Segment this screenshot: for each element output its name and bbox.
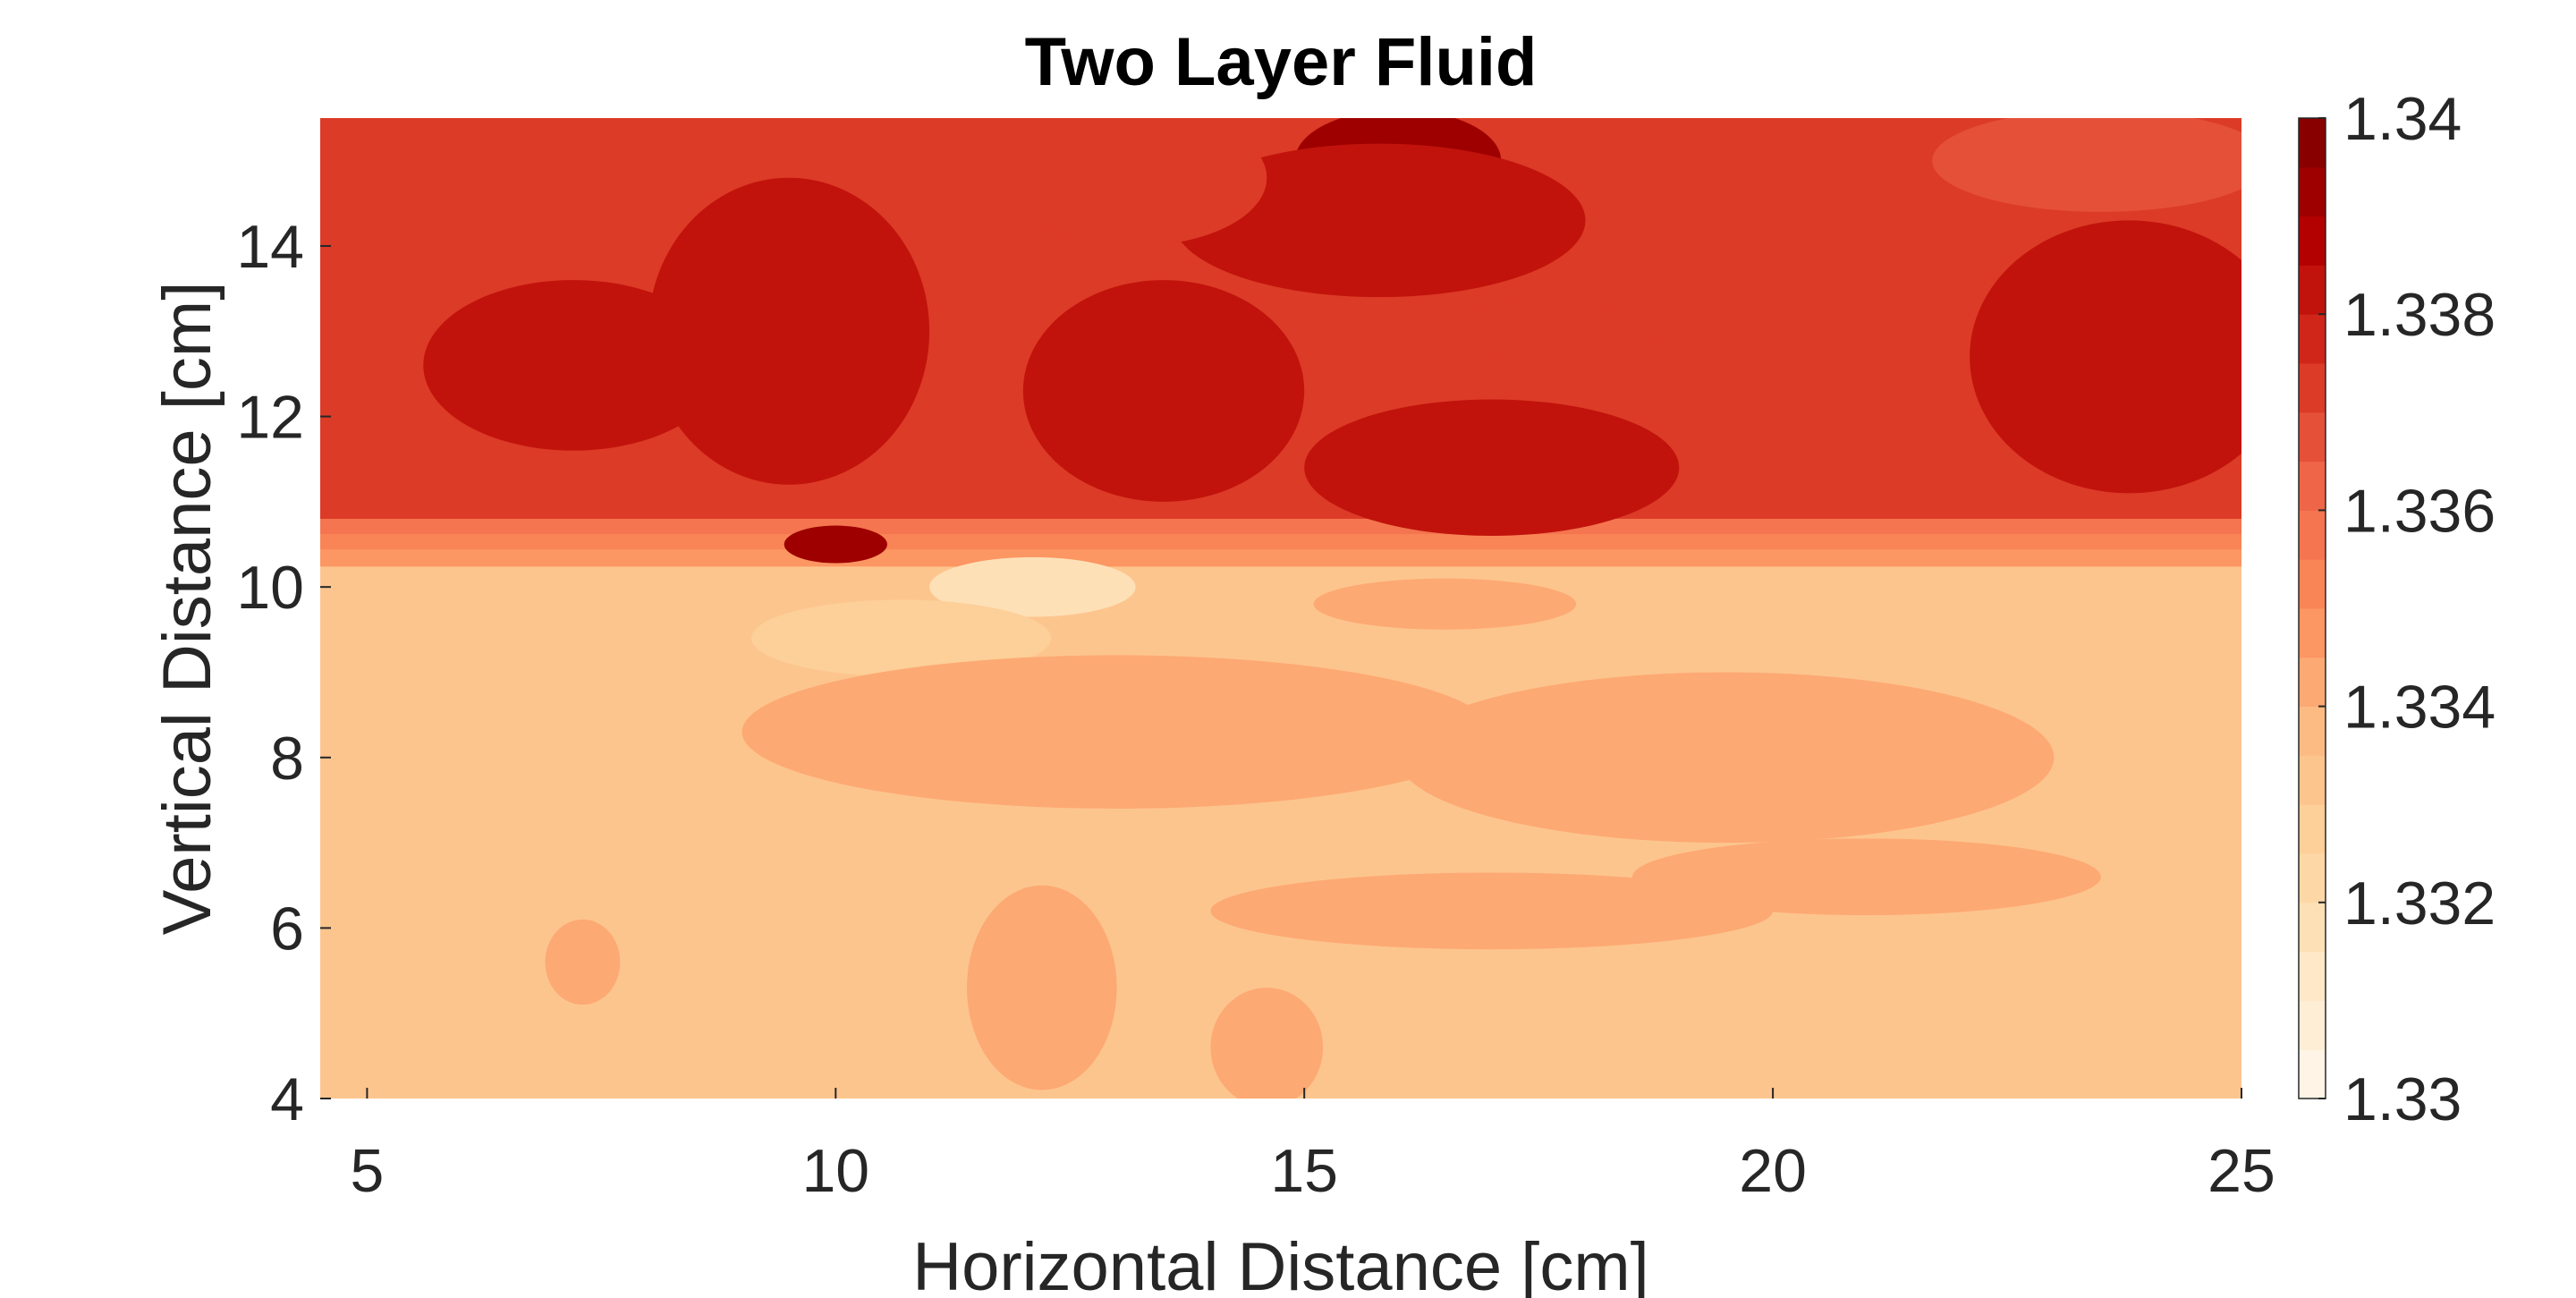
x-tick-label: 25	[2207, 1137, 2275, 1205]
contour-region	[1397, 672, 2055, 844]
colorbar-level	[2299, 706, 2326, 756]
colorbar-level	[2299, 265, 2326, 315]
colorbar-level	[2299, 461, 2326, 511]
x-tick-label: 15	[1270, 1137, 1338, 1205]
x-tick-label: 20	[1739, 1137, 1807, 1205]
colorbar-tick-label: 1.334	[2343, 674, 2496, 742]
colorbar-level	[2299, 363, 2326, 413]
x-axis-ticks: 5 10 15 20 25	[350, 1088, 2275, 1205]
colorbar-level	[2299, 804, 2326, 854]
contour-region	[545, 919, 621, 1005]
colorbar-level	[2299, 951, 2326, 1001]
contour-region	[423, 280, 724, 451]
colorbar-level	[2299, 902, 2326, 953]
x-tick-label: 10	[801, 1137, 869, 1205]
contour-region	[784, 525, 887, 564]
contour-region	[929, 556, 1136, 617]
contour-region	[648, 177, 930, 485]
y-tick-label: 14	[236, 213, 304, 281]
plot-area	[320, 118, 2241, 1099]
colorbar	[2298, 117, 2326, 1099]
contour-region	[1435, 301, 1661, 361]
y-tick-label: 8	[270, 725, 304, 793]
y-tick-label: 4	[270, 1065, 304, 1133]
chart-title: Two Layer Fluid	[1025, 24, 1538, 100]
colorbar-level	[2299, 314, 2326, 364]
colorbar-level	[2299, 559, 2326, 609]
x-tick-label: 5	[350, 1137, 384, 1205]
contour-region	[1631, 838, 2101, 916]
contour-region	[1313, 578, 1577, 630]
interface-band	[320, 549, 2241, 567]
contour-region	[1970, 220, 2241, 494]
colorbar-level	[2299, 118, 2326, 168]
contour-region	[1022, 280, 1305, 502]
colorbar-level	[2299, 853, 2326, 904]
colorbar-tick-label: 1.34	[2343, 85, 2462, 153]
colorbar-level	[2299, 657, 2326, 708]
colorbar-level	[2299, 1000, 2326, 1050]
contour-region	[1304, 399, 1680, 536]
contour-region	[1004, 118, 1267, 246]
interface-band	[320, 518, 2241, 536]
x-axis-label: Horizontal Distance [cm]	[912, 1229, 1649, 1298]
contour-region	[741, 655, 1492, 809]
colorbar-tick-label: 1.33	[2343, 1065, 2462, 1133]
colorbar-level	[2299, 755, 2326, 805]
colorbar-tick-label: 1.332	[2343, 870, 2496, 937]
colorbar-ticks: 1.33 1.332 1.334 1.336 1.338 1.34	[2318, 85, 2496, 1133]
interface-band	[320, 534, 2241, 552]
contour-region	[1210, 988, 1324, 1099]
y-axis-label: Vertical Distance [cm]	[149, 282, 225, 936]
contour-region	[1210, 872, 1774, 950]
contour-region	[1173, 143, 1586, 298]
y-axis-ticks: 4 6 8 10 12 14	[236, 213, 331, 1133]
contour-region	[1932, 118, 2241, 212]
colorbar-level	[2299, 1049, 2326, 1099]
colorbar-tick-label: 1.336	[2343, 477, 2496, 545]
colorbar-level	[2299, 166, 2326, 217]
y-tick-label: 12	[236, 384, 304, 452]
y-tick-label: 6	[270, 895, 304, 963]
colorbar-level	[2299, 510, 2326, 560]
colorbar-level	[2299, 216, 2326, 266]
colorbar-frame	[2298, 117, 2326, 1099]
colorbar-tick-label: 1.338	[2343, 281, 2496, 349]
contour-region	[750, 599, 1052, 677]
y-tick-label: 10	[236, 554, 304, 622]
colorbar-level	[2299, 411, 2326, 462]
contour-region	[966, 885, 1117, 1090]
colorbar-level	[2299, 608, 2326, 658]
